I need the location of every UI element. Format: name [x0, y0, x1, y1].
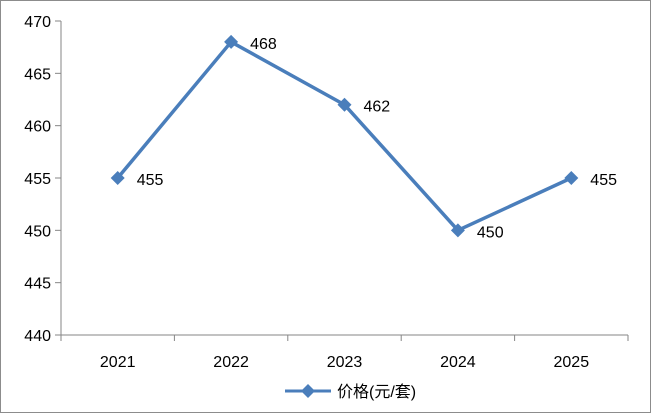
data-point-marker: [564, 171, 579, 185]
data-label: 455: [590, 172, 617, 189]
x-tick-label: 2025: [554, 354, 590, 371]
y-axis-ticks: 440 445 450 455 460 465 470: [24, 14, 61, 345]
data-label: 462: [364, 99, 391, 116]
data-point-marker: [450, 223, 465, 238]
y-tick-label: 445: [24, 276, 51, 293]
legend: 价格(元/套): [285, 383, 416, 401]
series-group: 455 468 462 450 455: [110, 34, 617, 241]
data-point-marker: [224, 34, 239, 49]
data-label: 450: [477, 224, 504, 241]
data-label: 468: [250, 36, 277, 53]
x-tick-label: 2023: [327, 354, 363, 371]
x-tick-label: 2024: [440, 354, 476, 371]
y-tick-label: 450: [24, 223, 51, 240]
data-label: 455: [137, 172, 164, 189]
y-tick-label: 455: [24, 171, 51, 188]
series-line: [116, 40, 573, 233]
y-tick-label: 460: [24, 119, 51, 136]
x-tick-label: 2022: [213, 354, 249, 371]
y-tick-label: 440: [24, 328, 51, 345]
y-tick-label: 465: [24, 66, 51, 83]
legend-label: 价格(元/套): [337, 383, 416, 401]
y-tick-label: 470: [24, 14, 51, 31]
x-axis-ticks: 2021 2022 2023 2024 2025: [60, 335, 629, 371]
legend-marker-diamond: [301, 384, 315, 398]
x-tick-label: 2021: [100, 354, 136, 371]
data-point-marker: [110, 171, 125, 185]
data-point-marker: [337, 97, 352, 112]
